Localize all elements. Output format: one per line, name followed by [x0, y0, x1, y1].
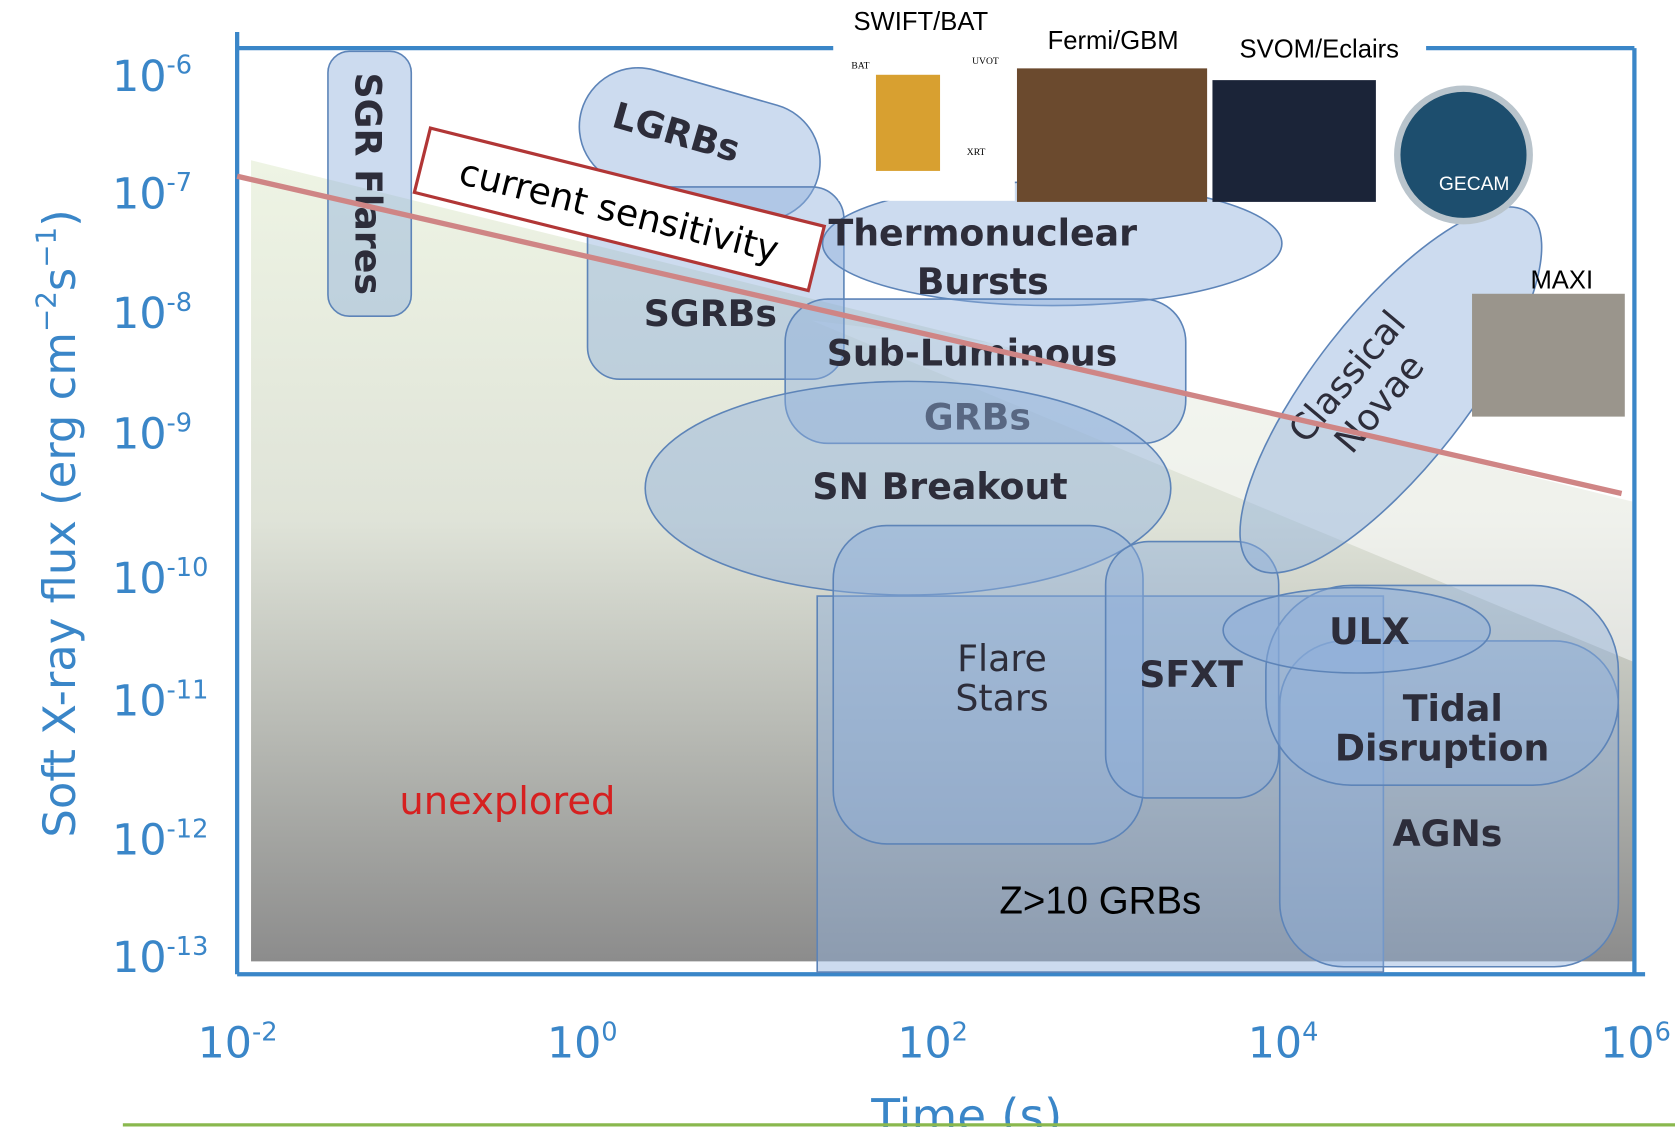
region-label: SGRBs — [644, 292, 777, 335]
instrument-label: SVOM/Eclairs — [1240, 36, 1399, 64]
x-tick: 10-2 — [198, 1017, 278, 1068]
region-label: Tidal — [1403, 687, 1503, 730]
region-label: Flare — [957, 637, 1047, 680]
y-tick: 10-13 — [112, 932, 208, 983]
instrument-label: SWIFT/BAT — [853, 8, 988, 36]
x-tick: 106 — [1600, 1017, 1671, 1068]
diagram: 10-6 10-7 10-8 10-9 10-10 10-11 10-12 10… — [0, 0, 1675, 1127]
region-label: Stars — [955, 676, 1048, 719]
y-tick: 10-6 — [112, 51, 192, 102]
y-tick: 10-10 — [112, 553, 208, 604]
instrument-part: BAT — [851, 60, 869, 71]
y-tick: 10-11 — [112, 676, 208, 727]
region-label: Disruption — [1335, 727, 1550, 770]
y-tick: 10-12 — [112, 815, 208, 866]
x-axis-label: Time (s) — [870, 1089, 1062, 1127]
region-label: ULX — [1329, 610, 1410, 653]
region-label: Thermonuclear — [828, 212, 1137, 255]
y-tick: 10-7 — [112, 168, 192, 219]
instrument-image — [876, 75, 940, 171]
region-label: SFXT — [1139, 653, 1243, 696]
instrument-part: UVOT — [972, 56, 999, 67]
instrument-label: GECAM — [1439, 174, 1509, 195]
instrument-image — [1472, 294, 1625, 417]
annotation: unexplored — [399, 779, 615, 824]
region-label: SN Breakout — [812, 465, 1067, 508]
region-label: AGNs — [1393, 812, 1503, 855]
y-axis-label: Soft X-ray flux (erg cm−2s−1) — [30, 209, 86, 837]
region-label: Z>10 GRBs — [999, 879, 1201, 922]
x-tick: 104 — [1248, 1017, 1319, 1068]
x-tick: 102 — [897, 1017, 968, 1068]
region-label: Bursts — [917, 260, 1049, 303]
instrument-label: Fermi/GBM — [1048, 27, 1179, 55]
y-tick: 10-8 — [112, 288, 192, 339]
region-label: SGR Flares — [347, 73, 390, 295]
x-tick: 100 — [547, 1017, 618, 1068]
instrument-image — [1017, 68, 1207, 202]
instrument-image — [1212, 80, 1375, 202]
instrument-part: XRT — [967, 147, 986, 158]
instrument-logo — [1397, 89, 1529, 221]
y-tick: 10-9 — [112, 409, 192, 460]
instrument-label: MAXI — [1530, 266, 1593, 294]
